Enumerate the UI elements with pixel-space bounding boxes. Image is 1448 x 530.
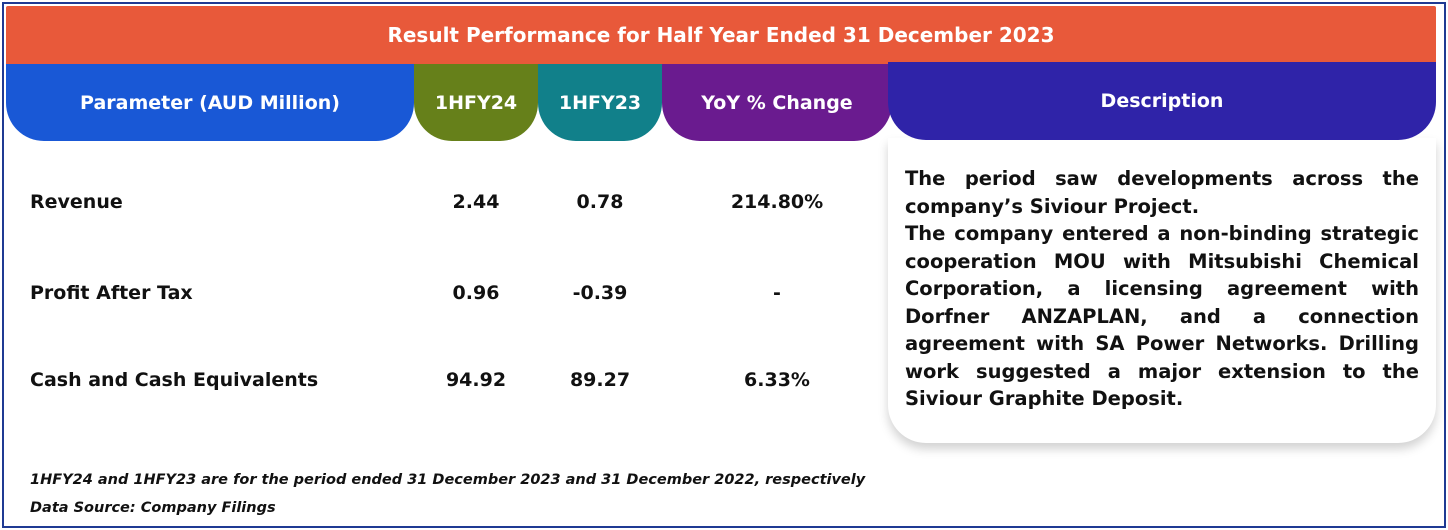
cell-1hfy24: 2.44 xyxy=(452,191,500,213)
cell-1hfy24: 0.96 xyxy=(452,282,500,304)
header-description: Description xyxy=(888,62,1436,140)
header-yoy-change: YoY % Change xyxy=(662,64,892,141)
header-parameter: Parameter (AUD Million) xyxy=(6,64,414,141)
cell-1hfy24: 94.92 xyxy=(445,369,507,391)
description-paragraph-2: The company entered a non-binding strate… xyxy=(905,222,1419,410)
description-text: The period saw developments across the c… xyxy=(905,165,1419,413)
description-paragraph-1: The period saw developments across the c… xyxy=(905,167,1419,218)
cell-yoy: 6.33% xyxy=(744,369,810,391)
cell-yoy: 214.80% xyxy=(730,191,824,213)
table-row: Profit After Tax 0.96 -0.39 - xyxy=(0,274,890,314)
cell-1hfy23: -0.39 xyxy=(572,282,628,304)
footnote: 1HFY24 and 1HFY23 are for the period end… xyxy=(30,472,866,488)
table-row: Revenue 2.44 0.78 214.80% xyxy=(0,183,890,223)
table-row: Cash and Cash Equivalents 94.92 89.27 6.… xyxy=(0,361,890,401)
row-label: Revenue xyxy=(30,191,123,213)
cell-1hfy23: 89.27 xyxy=(569,369,631,391)
cell-1hfy23: 0.78 xyxy=(576,191,624,213)
header-1hfy23: 1HFY23 xyxy=(538,64,662,141)
cell-yoy: - xyxy=(773,282,781,304)
row-label: Cash and Cash Equivalents xyxy=(30,369,319,391)
data-source: Data Source: Company Filings xyxy=(30,500,276,516)
description-card xyxy=(888,138,1436,443)
table-title: Result Performance for Half Year Ended 3… xyxy=(6,6,1436,64)
row-label: Profit After Tax xyxy=(30,282,193,304)
header-1hfy24: 1HFY24 xyxy=(414,64,538,141)
